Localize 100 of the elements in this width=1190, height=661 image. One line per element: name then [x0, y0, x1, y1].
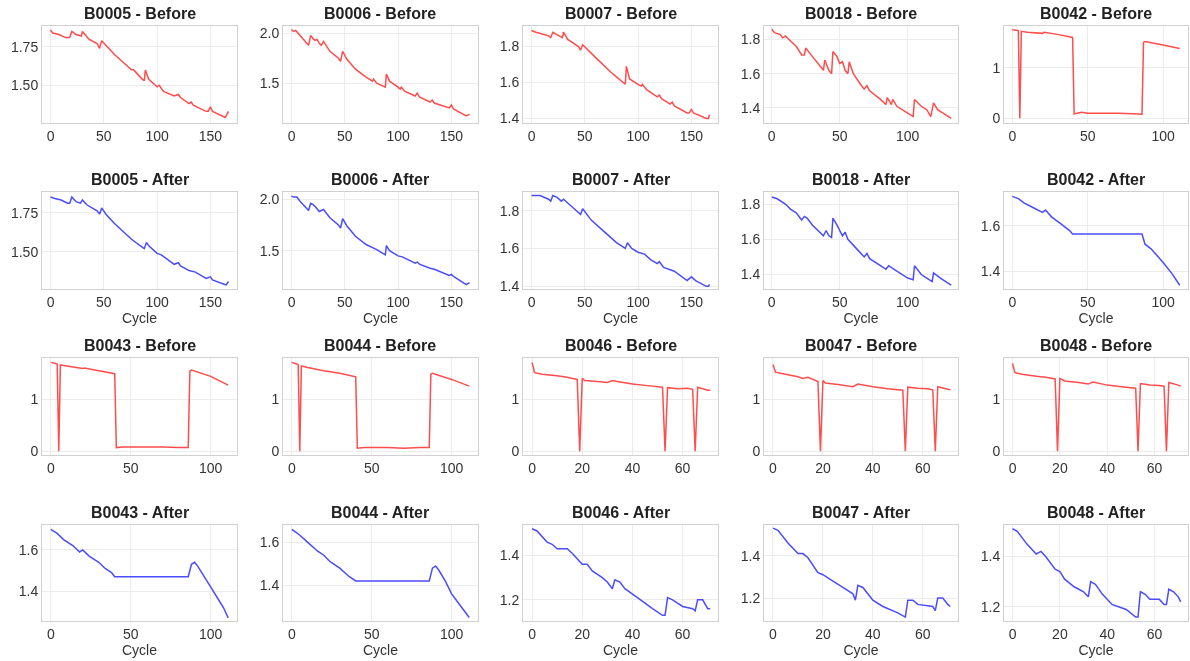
x-tick-label: 40	[1099, 459, 1116, 476]
chart-title: B0043 - After	[91, 504, 190, 521]
x-tick-label: 0	[767, 294, 776, 311]
line-series	[290, 195, 471, 286]
x-tick-label: 0	[1008, 626, 1017, 643]
y-tick-label: 1	[30, 391, 39, 408]
x-tick-label: 100	[1151, 127, 1175, 144]
x-tick-label: 40	[865, 626, 881, 643]
x-tick-label: 20	[1052, 459, 1068, 476]
y-tick-label: 1.4	[740, 266, 761, 283]
x-tick-label: 50	[831, 294, 848, 311]
x-tick-label: 100	[896, 294, 920, 311]
x-tick-label: 150	[439, 127, 464, 144]
y-tick-label: 0	[992, 110, 1001, 127]
x-tick-label: 150	[679, 294, 704, 311]
y-tick-label: 0	[271, 443, 280, 460]
x-tick-label: 50	[96, 127, 112, 144]
x-tick-label: 0	[46, 127, 55, 144]
y-tick-label: 1	[992, 391, 1001, 408]
x-tick-label: 100	[439, 626, 464, 643]
y-tick-label: 0	[30, 443, 39, 460]
x-tick-label: 100	[198, 626, 223, 643]
x-tick-label: 0	[287, 626, 296, 643]
line-series	[290, 28, 471, 117]
x-tick-label: 0	[46, 459, 55, 476]
y-tick-label: 1.2	[740, 589, 761, 606]
x-axis-title: Cycle	[362, 642, 399, 659]
y-tick-label: 1.8	[740, 31, 761, 48]
x-axis-title: Cycle	[362, 310, 399, 327]
chart-title: B0007 - After	[572, 171, 671, 188]
chart-title: B0047 - After	[812, 504, 911, 521]
x-tick-label: 0	[287, 459, 296, 476]
x-tick-label: 20	[1052, 626, 1068, 643]
chart-title: B0005 - Before	[84, 5, 197, 22]
line-series	[291, 528, 470, 619]
y-tick-label: 1.6	[980, 217, 1001, 234]
x-tick-label: 150	[439, 294, 464, 311]
x-tick-label: 60	[1146, 459, 1163, 476]
line-series	[49, 196, 230, 286]
y-tick-label: 1.4	[499, 547, 520, 564]
x-tick-label: 100	[626, 294, 650, 311]
y-tick-label: 1.8	[499, 202, 520, 219]
y-tick-label: 0	[511, 443, 520, 460]
y-tick-label: 1	[992, 59, 1001, 76]
y-tick-label: 1.5	[259, 242, 280, 259]
x-tick-label: 0	[767, 127, 776, 144]
y-tick-label: 1.50	[10, 77, 39, 94]
x-tick-label: 0	[527, 127, 536, 144]
x-tick-label: 100	[145, 127, 169, 144]
x-tick-label: 60	[674, 626, 691, 643]
line-series	[530, 29, 711, 120]
chart-title: B0042 - Before	[1040, 5, 1153, 22]
y-tick-label: 1.6	[740, 231, 761, 248]
y-tick-label: 1.4	[980, 263, 1001, 280]
chart-title: B0018 - After	[812, 171, 911, 188]
x-tick-label: 0	[287, 294, 296, 311]
x-tick-label: 60	[674, 459, 691, 476]
x-tick-label: 20	[815, 626, 831, 643]
y-tick-label: 1.4	[259, 577, 280, 594]
x-tick-label: 40	[624, 459, 641, 476]
chart-title: B0042 - After	[1047, 171, 1146, 188]
y-tick-label: 1.6	[259, 534, 280, 551]
y-tick-label: 1.6	[18, 541, 39, 558]
x-tick-label: 100	[386, 127, 410, 144]
x-tick-label: 0	[1008, 459, 1017, 476]
line-series	[49, 29, 230, 119]
x-tick-label: 0	[528, 626, 537, 643]
x-tick-label: 0	[287, 127, 296, 144]
y-tick-label: 0	[992, 443, 1001, 460]
x-tick-label: 50	[1079, 294, 1096, 311]
x-tick-label: 50	[831, 127, 848, 144]
y-tick-label: 1.4	[740, 547, 761, 564]
chart-title: B0046 - Before	[565, 337, 678, 354]
line-series	[772, 363, 952, 452]
line-series	[50, 361, 229, 452]
x-tick-label: 20	[815, 459, 831, 476]
chart-title: B0018 - Before	[805, 5, 918, 22]
chart-title: B0005 - After	[91, 171, 190, 188]
line-series	[1011, 362, 1182, 452]
chart-title: B0006 - Before	[324, 5, 437, 22]
x-axis-title: Cycle	[1078, 310, 1114, 327]
line-series	[1011, 527, 1182, 618]
y-tick-label: 1.8	[740, 195, 761, 212]
y-tick-label: 1.50	[10, 243, 39, 260]
x-tick-label: 100	[439, 459, 464, 476]
y-tick-label: 1.8	[499, 38, 520, 55]
x-tick-label: 0	[769, 626, 778, 643]
x-tick-label: 50	[337, 127, 353, 144]
x-axis-title: Cycle	[121, 310, 158, 327]
line-series	[531, 361, 711, 452]
chart-title: B0044 - Before	[324, 337, 437, 354]
line-series	[530, 194, 711, 288]
x-tick-label: 50	[1079, 127, 1096, 144]
y-tick-label: 1	[752, 391, 761, 408]
x-tick-label: 50	[363, 459, 380, 476]
chart-title: B0047 - Before	[805, 337, 918, 354]
x-tick-label: 40	[1099, 626, 1116, 643]
x-tick-label: 50	[122, 626, 139, 643]
x-tick-label: 0	[527, 294, 536, 311]
x-tick-label: 0	[769, 459, 778, 476]
